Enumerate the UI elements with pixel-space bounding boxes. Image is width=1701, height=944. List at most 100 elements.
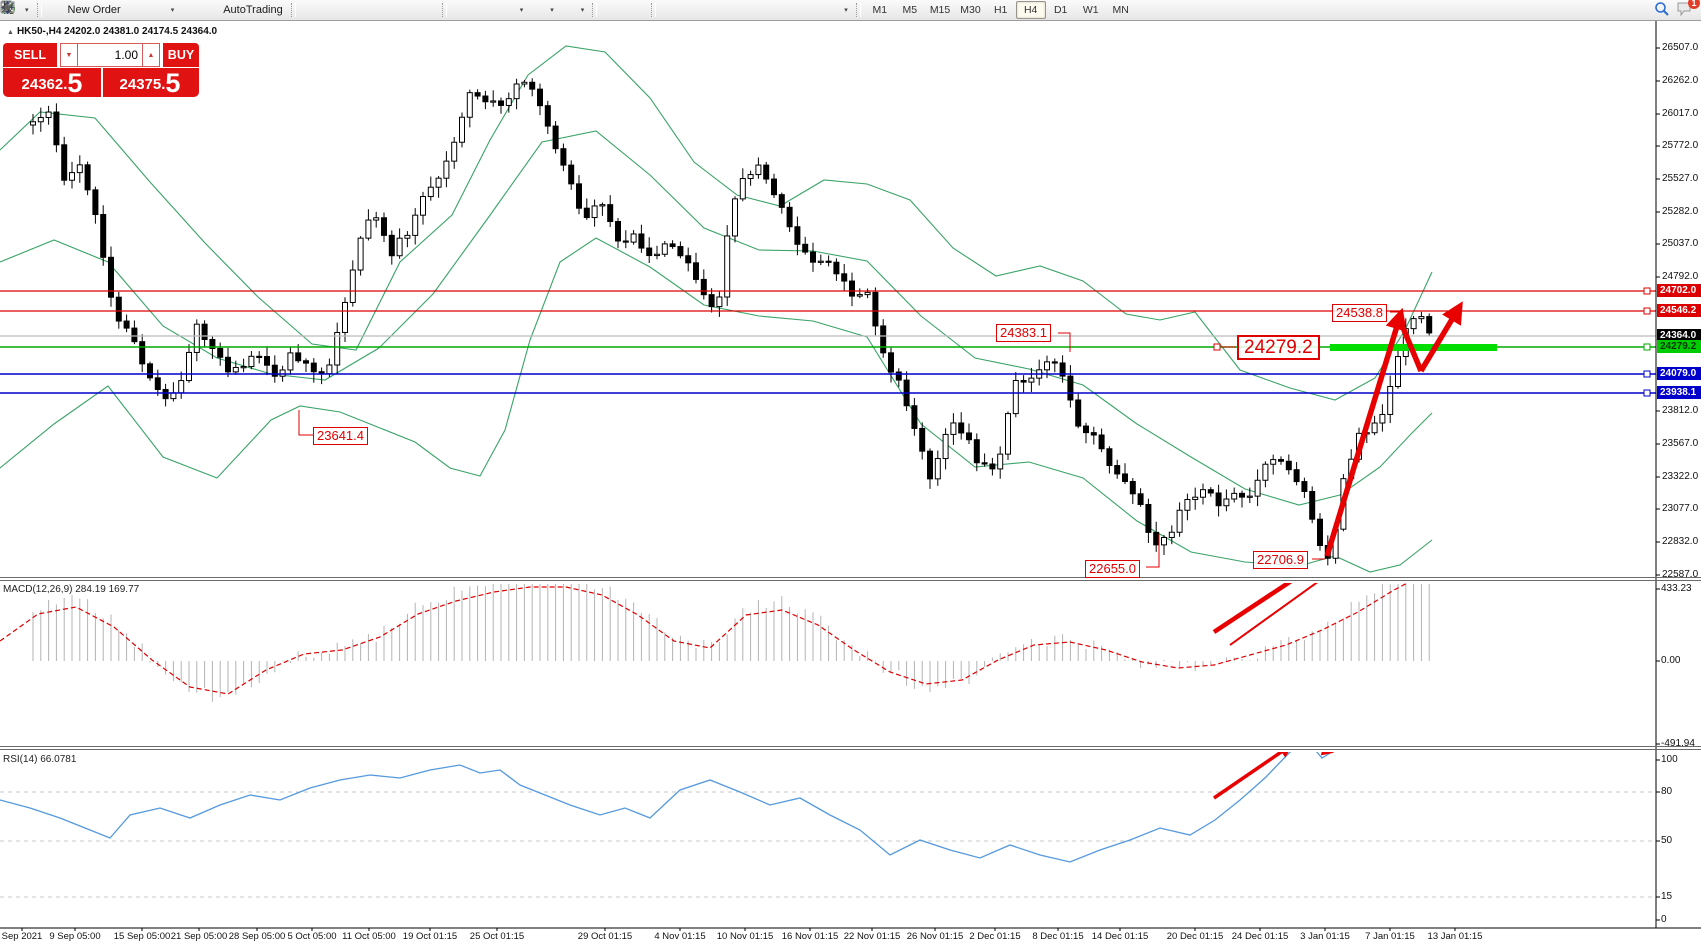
price-tick: 23077.0 <box>1662 503 1699 514</box>
timeframe-mn[interactable]: MN <box>1112 4 1129 16</box>
price-tick: 25772.0 <box>1662 140 1699 151</box>
price-annotation[interactable]: 24279.2 <box>1237 335 1320 360</box>
periods-icon <box>1 1 546 18</box>
rsi-axis-label: 80 <box>1661 786 1673 797</box>
buy-button[interactable]: BUY <box>163 43 199 67</box>
time-label: 4 Nov 01:15 <box>654 931 706 942</box>
notifications-button[interactable]: 1 <box>1677 0 1700 17</box>
price-tick: 26262.0 <box>1662 75 1699 86</box>
arrows-button[interactable]: ▾ <box>1 1 852 19</box>
candlestick-chart-button[interactable] <box>2 1 346 19</box>
timeframe-m15[interactable]: M15 <box>929 4 951 16</box>
signals-button[interactable] <box>0 2 201 19</box>
timeframe-d1[interactable]: D1 <box>1053 4 1068 16</box>
search-icon[interactable] <box>1654 2 1669 17</box>
signals-icon <box>0 3 197 18</box>
cursor-button[interactable] <box>4 1 624 19</box>
bar-chart-button[interactable] <box>2 2 323 19</box>
timeframe-group: M1 M5 M15 M30 H1 H4 D1 W1 MN <box>865 1 1136 19</box>
autotrading-label: AutoTrading <box>223 4 283 16</box>
text-icon: A <box>3 1 794 18</box>
rsi-label: RSI(14) 66.0781 <box>3 754 77 765</box>
volume-increase-button[interactable]: ▲ <box>142 43 160 67</box>
vertical-line-button[interactable] <box>6 2 683 19</box>
chart-shift-icon <box>1 3 493 18</box>
line-chart-button[interactable] <box>0 2 369 19</box>
chevron-down-icon: ▾ <box>580 7 585 14</box>
templates-button[interactable]: ▾ <box>0 1 589 19</box>
equidistant-channel-icon: E <box>0 1 748 18</box>
svg-text:T: T <box>5 3 11 13</box>
crosshair-icon <box>1 1 643 18</box>
timeframe-m5[interactable]: M5 <box>902 4 918 16</box>
buy-price[interactable]: 24375. 5 <box>119 68 181 98</box>
time-label: 11 Oct 05:00 <box>342 931 396 942</box>
volume-decrease-button[interactable]: ▼ <box>60 43 78 67</box>
zoom-out-button[interactable] <box>1 1 415 19</box>
price-annotation[interactable]: 24383.1 <box>996 324 1051 342</box>
trendline-button[interactable] <box>1 2 729 19</box>
price-annotation[interactable]: 24538.8 <box>1332 304 1387 322</box>
time-label: 8 Dec 01:15 <box>1032 931 1084 942</box>
toolbar-right: 1 <box>1654 0 1700 17</box>
svg-text:F: F <box>10 10 14 15</box>
market-button[interactable] <box>1 2 148 19</box>
price-tick: 23322.0 <box>1662 471 1699 482</box>
timeframe-w1[interactable]: W1 <box>1082 4 1099 16</box>
sell-button[interactable]: SELL <box>3 43 57 67</box>
timeframe-h1[interactable]: H1 <box>993 4 1008 16</box>
new-order-icon <box>1 0 65 18</box>
auto-scroll-icon <box>1 3 470 18</box>
text-label-button[interactable]: T <box>1 2 821 19</box>
time-label: 20 Dec 01:15 <box>1166 931 1224 942</box>
toolbar-grip <box>441 3 447 17</box>
collapse-triangle-icon: ▲ <box>7 29 14 36</box>
price-annotation[interactable]: 22706.9 <box>1253 551 1308 569</box>
auto-scroll-button[interactable] <box>1 2 474 19</box>
price-badge: 24279.2 <box>1657 340 1701 353</box>
svg-text:E: E <box>10 10 14 15</box>
timeframe-m1[interactable]: M1 <box>872 4 888 16</box>
text-button[interactable]: A <box>3 1 798 19</box>
zoom-in-icon <box>1 1 388 18</box>
price-badge: 24546.2 <box>1657 304 1701 317</box>
virtual-hosting-button[interactable]: ▾ <box>1 1 179 19</box>
indicators-button[interactable]: ▾ <box>0 1 528 19</box>
templates-icon <box>0 1 577 18</box>
trendline-icon <box>1 2 725 18</box>
autotrading-button[interactable]: AutoTrading <box>0 1 287 19</box>
new-order-button[interactable]: New Order <box>1 0 125 19</box>
time-label: 24 Dec 01:15 <box>1231 931 1289 942</box>
notification-badge: 1 <box>1688 0 1700 9</box>
volume-group: ▼ ▲ <box>60 43 160 67</box>
chart-title-text: HK50-,H4 24202.0 24381.0 24174.5 24364.0 <box>16 26 218 37</box>
sell-price[interactable]: 24362. 5 <box>21 68 83 98</box>
time-label: 13 Jan 01:15 <box>1427 931 1483 942</box>
chevron-down-icon: ▾ <box>550 7 554 14</box>
fibonacci-button[interactable]: F <box>2 2 775 19</box>
timeframe-m30[interactable]: M30 <box>960 4 981 16</box>
timeframe-h4[interactable]: H4 <box>1015 1 1046 19</box>
volume-input[interactable] <box>78 43 142 67</box>
crosshair-button[interactable] <box>1 1 647 19</box>
cursor-icon <box>4 1 620 18</box>
rsi-layer <box>0 752 1656 898</box>
chart-shift-button[interactable] <box>1 2 497 19</box>
horizontal-line-button[interactable] <box>2 2 706 19</box>
time-label: 16 Nov 01:15 <box>781 931 839 942</box>
time-axis[interactable]: Sep 2021 9 Sep 05:00 15 Sep 05:00 21 Sep 05… <box>0 929 1701 944</box>
periods-button[interactable]: ▾ <box>1 1 558 19</box>
price-axis[interactable]: 26507.0 26262.0 26017.0 25772.0 25527.0 25282… <box>1657 21 1701 928</box>
price-annotation[interactable]: 22655.0 <box>1085 560 1140 578</box>
zoom-in-button[interactable] <box>1 1 392 19</box>
price-tick: 24792.0 <box>1662 271 1699 282</box>
zoom-out-icon <box>1 1 411 18</box>
equidistant-channel-button[interactable]: E <box>0 1 752 19</box>
chart-objects-layer <box>298 301 1497 568</box>
price-annotation[interactable]: 23641.4 <box>313 427 368 445</box>
tile-windows-button[interactable] <box>1 2 438 19</box>
price-tick: 26017.0 <box>1662 108 1699 119</box>
time-label: 9 Sep 05:00 <box>49 931 101 942</box>
fibonacci-icon: F <box>2 2 771 18</box>
